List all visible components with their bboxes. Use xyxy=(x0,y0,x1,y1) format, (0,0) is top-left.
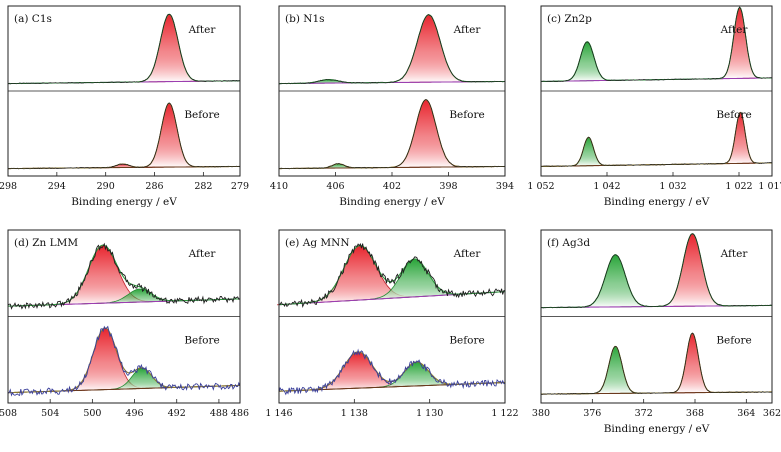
state-label-after: After xyxy=(453,24,482,36)
raw-spectrum-line xyxy=(7,242,241,310)
panel-znlmm: After Before 508 504 500 496 492 488 486 (d) Zn L… xyxy=(0,229,249,419)
x-tick-label: 372 xyxy=(635,408,653,419)
x-axis-title: Binding energy / eV xyxy=(71,196,177,208)
panel-frame xyxy=(7,229,241,404)
x-tick-label: 1 138 xyxy=(341,408,368,419)
panel-label: (b) N1s xyxy=(285,13,325,25)
state-label-before: Before xyxy=(449,335,484,347)
x-tick-label: 362 xyxy=(763,408,781,419)
state-after: After xyxy=(278,14,506,85)
state-label-before: Before xyxy=(184,109,219,121)
raw-spectrum-line xyxy=(540,332,772,395)
x-tick-label: 1 052 xyxy=(527,181,554,192)
state-after: After xyxy=(7,13,241,85)
peak-red-1 xyxy=(709,6,771,80)
x-tick-label: 410 xyxy=(270,181,288,192)
x-tick-label: 402 xyxy=(383,181,401,192)
panel-frame xyxy=(7,5,241,177)
panel-frame xyxy=(278,229,506,404)
x-tick-label: 1 146 xyxy=(265,408,292,419)
panel-label: (f) Ag3d xyxy=(547,237,590,249)
x-tick-label: 286 xyxy=(145,181,163,192)
x-tick-label: 1 122 xyxy=(491,408,518,419)
panel-label: (e) Ag MNN xyxy=(285,237,350,249)
state-label-before: Before xyxy=(184,335,219,347)
raw-spectrum-line xyxy=(540,6,773,82)
x-axis-title: Binding energy / eV xyxy=(339,196,445,208)
x-tick-label: 504 xyxy=(41,408,59,419)
panel-n1s: After Before 410 406 402 398 394 (b) N1s Binding… xyxy=(270,5,514,208)
x-tick-label: 290 xyxy=(97,181,115,192)
panel-ag3d: After Before 380 376 372 368 364 362 (f) Ag3d Bin… xyxy=(532,229,781,435)
state-label-after: After xyxy=(720,24,749,36)
x-tick-label: 492 xyxy=(168,408,186,419)
peak-green-0 xyxy=(552,41,622,82)
panel-zn2p: After Before 1 052 1 042 1 032 1 022 1 017 (c) … xyxy=(527,5,781,208)
raw-spectrum-line xyxy=(7,102,241,170)
panel-agmnn: After Before 1 146 1 138 1 130 1 122 (e) Ag MN… xyxy=(265,229,519,419)
x-tick-label: 1 130 xyxy=(416,408,443,419)
panel-frame xyxy=(540,229,773,404)
x-tick-label: 398 xyxy=(439,181,457,192)
state-label-before: Before xyxy=(716,335,751,347)
state-after: After xyxy=(540,6,773,83)
raw-spectrum-line xyxy=(7,325,241,397)
x-tick-label: 496 xyxy=(125,408,143,419)
state-label-before: Before xyxy=(716,109,751,121)
x-tick-label: 394 xyxy=(496,181,514,192)
x-tick-label: 368 xyxy=(686,408,704,419)
state-before: Before xyxy=(7,325,241,397)
state-before: Before xyxy=(540,332,772,395)
x-tick-label: 376 xyxy=(583,408,601,419)
state-after: After xyxy=(7,242,241,310)
state-label-before: Before xyxy=(449,109,484,121)
peak-green-0 xyxy=(562,136,615,167)
state-before: Before xyxy=(7,102,241,170)
peak-green-0 xyxy=(581,345,650,395)
x-tick-label: 1 022 xyxy=(725,181,752,192)
raw-spectrum-line xyxy=(7,14,241,85)
x-tick-label: 486 xyxy=(231,408,249,419)
raw-spectrum-line xyxy=(278,98,506,170)
panel-label: (a) C1s xyxy=(14,13,52,25)
state-label-after: After xyxy=(453,248,482,260)
state-label-after: After xyxy=(188,24,217,36)
state-before: Before xyxy=(278,335,506,396)
x-tick-label: 488 xyxy=(210,408,228,419)
raw-spectrum-line xyxy=(278,348,506,396)
state-label-after: After xyxy=(720,248,749,260)
x-axis-title: Binding energy / eV xyxy=(604,196,710,208)
x-tick-label: 1 042 xyxy=(593,181,620,192)
peak-red-1 xyxy=(661,332,724,394)
state-after: After xyxy=(277,242,506,308)
raw-spectrum-line xyxy=(541,112,773,167)
state-after: After xyxy=(540,233,773,309)
state-before: Before xyxy=(541,109,773,167)
x-tick-label: 279 xyxy=(231,181,249,192)
x-tick-label: 500 xyxy=(83,408,101,419)
panel-label: (c) Zn2p xyxy=(547,13,592,25)
state-before: Before xyxy=(278,98,506,170)
state-label-after: After xyxy=(188,248,217,260)
x-tick-label: 508 xyxy=(0,408,17,419)
x-tick-label: 294 xyxy=(48,181,66,192)
x-tick-label: 1 032 xyxy=(659,181,686,192)
panel-c1s: After Before 298 294 290 286 282 279 (a) C1s Bind… xyxy=(0,5,249,208)
x-tick-label: 406 xyxy=(326,181,344,192)
raw-spectrum-line xyxy=(540,233,773,309)
peak-red-1 xyxy=(644,233,741,307)
raw-spectrum-line xyxy=(279,14,506,85)
raw-spectrum-line xyxy=(278,242,506,308)
x-tick-label: 282 xyxy=(194,181,212,192)
x-axis-title: Binding energy / eV xyxy=(604,423,710,435)
x-tick-label: 298 xyxy=(0,181,17,192)
x-tick-label: 1 017 xyxy=(758,181,781,192)
x-tick-label: 364 xyxy=(737,408,755,419)
peak-green-0 xyxy=(564,254,667,308)
panel-frame xyxy=(540,5,773,177)
panel-label: (d) Zn LMM xyxy=(14,237,78,249)
x-tick-label: 380 xyxy=(532,408,550,419)
